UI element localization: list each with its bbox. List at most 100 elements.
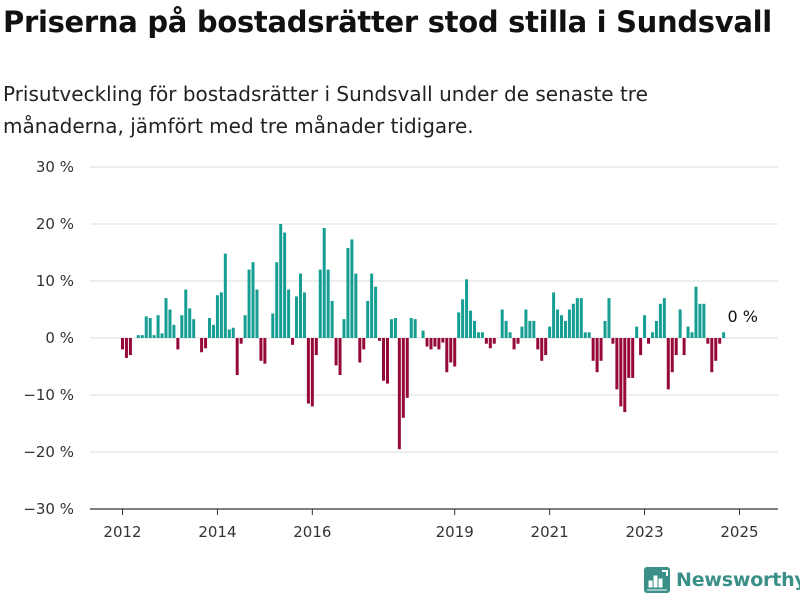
bar xyxy=(425,338,429,347)
brand-name: Newsworthy xyxy=(676,569,800,591)
x-tick-label: 2023 xyxy=(625,523,663,541)
bar xyxy=(389,319,393,338)
bar xyxy=(492,338,496,344)
bar xyxy=(536,338,540,350)
y-tick-label: 30 % xyxy=(36,158,74,176)
bar xyxy=(722,332,726,338)
bar xyxy=(366,300,370,338)
bar xyxy=(160,333,164,338)
bar xyxy=(591,338,595,361)
x-tick-label: 2012 xyxy=(103,523,141,541)
bar xyxy=(480,332,484,338)
bar xyxy=(298,273,302,338)
bar xyxy=(184,289,188,338)
bar xyxy=(378,338,382,341)
bar xyxy=(350,239,354,338)
last-value-label: 0 % xyxy=(728,307,758,326)
bar xyxy=(259,338,263,361)
bar xyxy=(635,326,639,338)
bar xyxy=(128,338,132,356)
bar xyxy=(662,298,666,338)
bar xyxy=(544,338,548,356)
bar xyxy=(176,338,180,350)
chart-subtitle: Prisutveckling för bostadsrätter i Sunds… xyxy=(3,82,648,138)
y-tick-label: −10 % xyxy=(23,386,74,404)
bar xyxy=(532,320,536,338)
bar xyxy=(678,309,682,338)
bar xyxy=(385,338,389,384)
y-tick-label: 20 % xyxy=(36,215,74,233)
newsworthy-brand: Newsworthy xyxy=(644,567,800,593)
bar xyxy=(453,338,457,367)
bar xyxy=(690,332,694,338)
bar xyxy=(215,295,219,338)
bar xyxy=(354,273,358,338)
bar xyxy=(508,332,512,338)
bar xyxy=(556,309,560,338)
bar xyxy=(473,320,476,338)
bar xyxy=(370,273,374,338)
bar xyxy=(698,303,702,338)
bar xyxy=(560,315,563,338)
bar xyxy=(465,279,469,338)
bar xyxy=(140,335,144,338)
bar xyxy=(714,338,718,361)
bar xyxy=(686,326,690,338)
bar xyxy=(121,338,124,350)
bar xyxy=(607,298,611,338)
bar xyxy=(287,289,291,338)
bar xyxy=(200,338,204,353)
bar xyxy=(409,318,413,338)
bar xyxy=(223,253,227,338)
bar xyxy=(674,338,678,356)
bar xyxy=(623,338,627,413)
bar xyxy=(469,310,473,338)
bar xyxy=(283,232,287,338)
bar xyxy=(595,338,599,373)
bar xyxy=(643,315,647,338)
bar xyxy=(666,338,670,390)
bar xyxy=(461,299,465,338)
bar xyxy=(429,338,433,350)
bar xyxy=(516,338,520,344)
bar xyxy=(239,338,243,344)
bar xyxy=(433,338,437,347)
y-tick-label: 10 % xyxy=(36,272,74,290)
bar xyxy=(211,324,215,338)
bar xyxy=(330,300,334,338)
bar xyxy=(314,338,318,356)
bar xyxy=(563,320,567,338)
bar xyxy=(540,338,544,361)
x-tick-label: 2025 xyxy=(720,523,758,541)
bar xyxy=(706,338,710,344)
bar xyxy=(124,338,128,358)
bar xyxy=(219,292,223,338)
bar xyxy=(152,335,156,338)
bar xyxy=(682,338,686,356)
bar xyxy=(575,298,579,338)
bar xyxy=(302,292,306,338)
bar xyxy=(192,319,196,338)
bar xyxy=(579,298,583,338)
newsworthy-logo-icon xyxy=(644,567,670,593)
chart-title: Priserna på bostadsrätter stod stilla i … xyxy=(3,5,772,39)
bar xyxy=(524,309,528,338)
bar xyxy=(504,320,508,338)
bar xyxy=(144,316,148,338)
bar xyxy=(251,262,255,338)
bar xyxy=(413,319,417,338)
y-tick-label: −30 % xyxy=(23,500,74,518)
bar xyxy=(338,338,342,376)
y-tick-label: 0 % xyxy=(45,329,74,347)
bar xyxy=(654,320,658,338)
bar xyxy=(421,330,425,338)
bar-chart: 30 %20 %10 %0 %−10 %−20 %−30 % 2012 2014 2… xyxy=(23,158,778,541)
bar xyxy=(168,309,172,338)
bar xyxy=(346,247,350,338)
x-axis-ticks: 2012 2014 2016 2019 2021 2023 2025 xyxy=(103,509,759,541)
bars xyxy=(121,224,726,450)
x-tick-label: 2016 xyxy=(293,523,331,541)
bar xyxy=(247,269,251,338)
bar xyxy=(710,338,714,373)
annotations: 0 % xyxy=(728,307,758,326)
